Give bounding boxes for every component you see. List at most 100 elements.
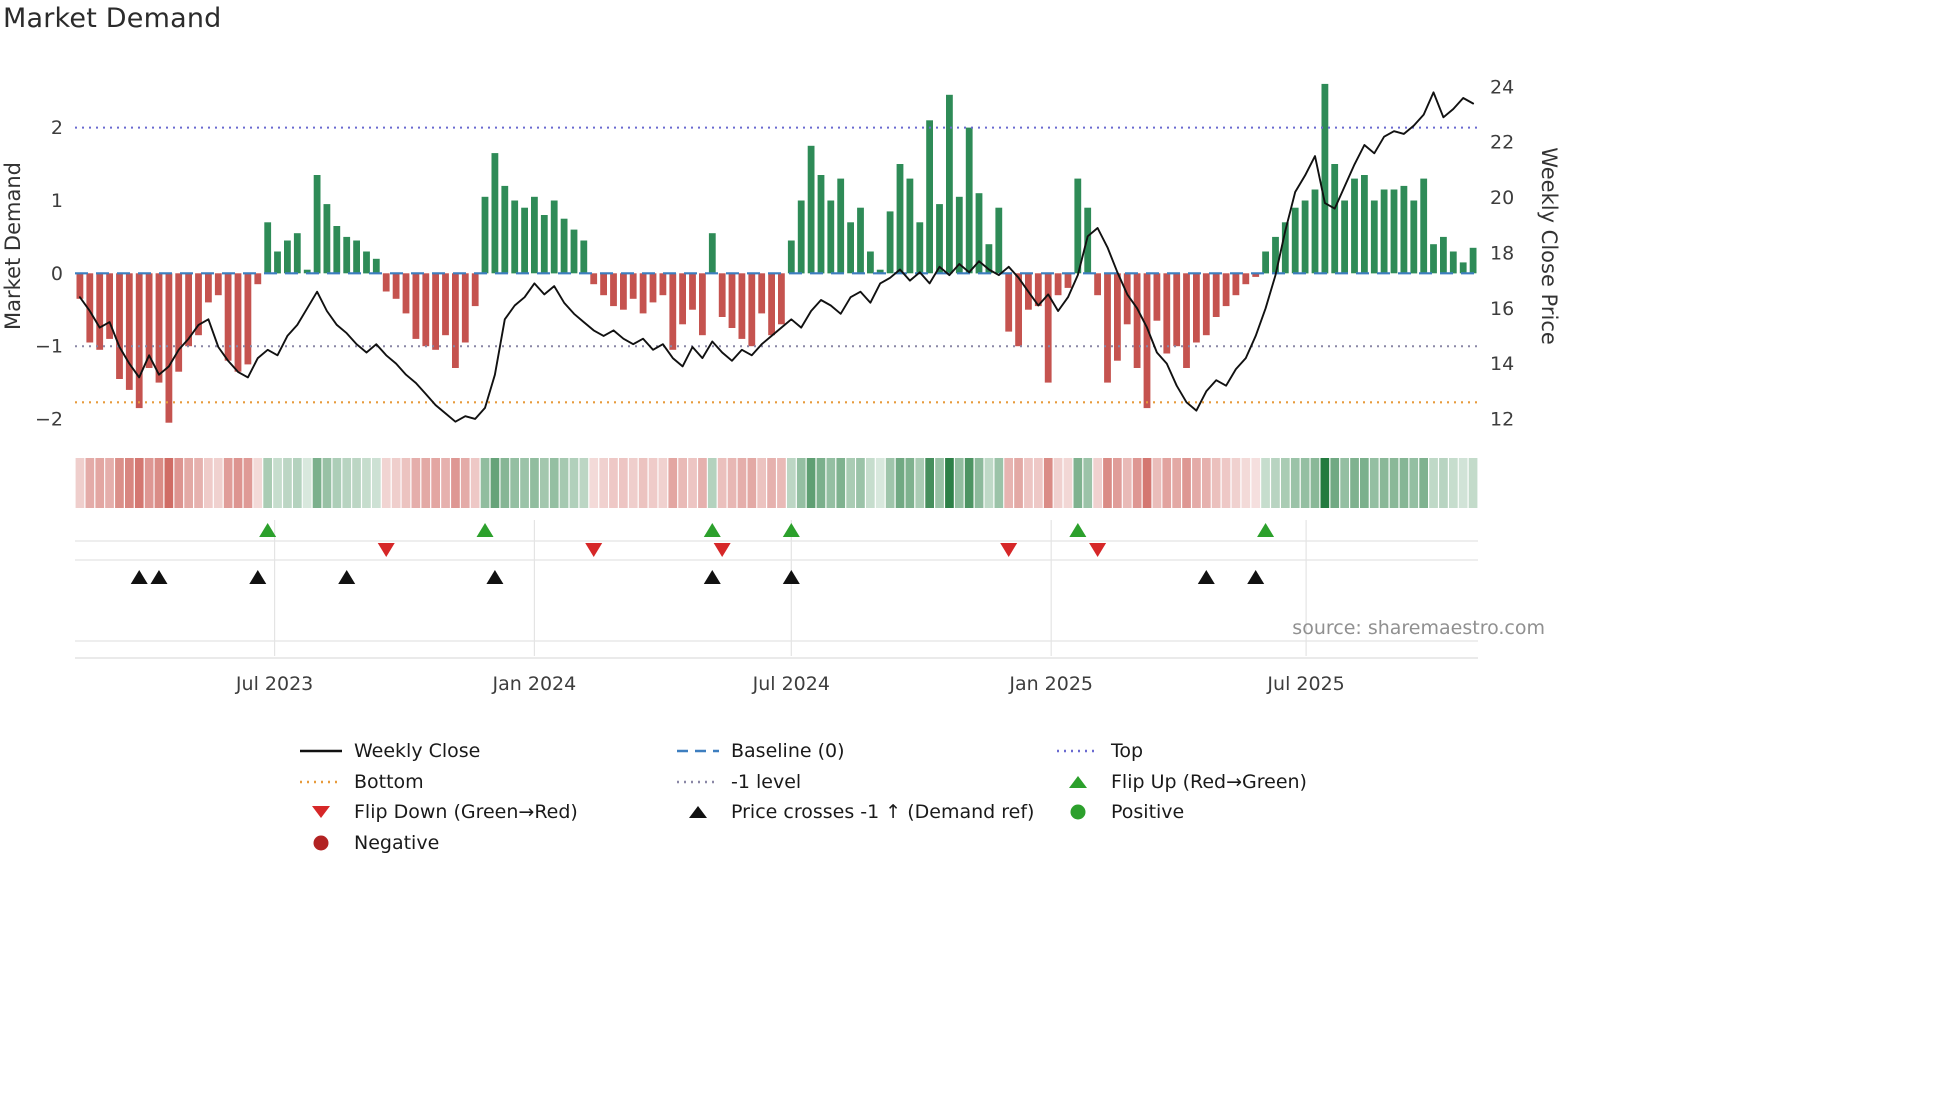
lower-panel-gridlines bbox=[75, 520, 1478, 659]
heatmap-cell bbox=[1320, 458, 1330, 508]
demand-bar bbox=[1410, 200, 1418, 274]
x-axis-tick: Jan 2024 bbox=[492, 673, 577, 695]
heatmap-cell bbox=[75, 458, 85, 508]
heatmap-cell bbox=[856, 458, 865, 508]
heatmap-cell bbox=[273, 458, 282, 508]
demand-bar bbox=[955, 196, 963, 274]
x-axis-tick: Jan 2025 bbox=[1008, 673, 1093, 695]
demand-bar bbox=[580, 240, 588, 274]
legend-column-3: Top Flip Up (Red→Green) Positive bbox=[1055, 736, 1307, 858]
heatmap-cell bbox=[1043, 458, 1053, 508]
demand-bar bbox=[778, 273, 785, 325]
left-axis-tick: 1 bbox=[51, 190, 63, 212]
demand-bar bbox=[382, 273, 390, 292]
legend-label: Baseline (0) bbox=[731, 740, 845, 763]
heatmap-cell bbox=[1340, 458, 1349, 508]
flip-down-marker-icon bbox=[713, 543, 731, 557]
heatmap-cell bbox=[945, 458, 954, 508]
heatmap-cell bbox=[342, 458, 352, 508]
legend-label: Negative bbox=[354, 831, 440, 854]
heatmap-cell bbox=[806, 458, 816, 508]
gray-dotted-line-icon bbox=[677, 780, 719, 784]
heatmap-cell bbox=[1350, 458, 1359, 508]
legend-item-positive: Positive bbox=[1055, 797, 1307, 828]
heatmap-cell bbox=[451, 458, 460, 508]
demand-bar bbox=[659, 273, 667, 296]
heatmap-cell bbox=[1014, 458, 1023, 508]
demand-bar bbox=[1054, 273, 1062, 296]
heatmap-cell bbox=[1142, 458, 1152, 508]
heatmap-cell bbox=[441, 458, 450, 508]
heatmap-cell bbox=[1241, 458, 1251, 508]
demand-bar bbox=[1351, 178, 1358, 274]
heatmap-cell bbox=[1172, 458, 1181, 508]
demand-bar bbox=[135, 273, 143, 409]
heatmap-cell bbox=[411, 458, 421, 508]
heatmap-cell bbox=[688, 458, 697, 508]
demand-bar bbox=[995, 207, 1003, 274]
orange-dotted-line-icon bbox=[300, 780, 342, 784]
heatmap-cell bbox=[1103, 458, 1112, 508]
demand-bar bbox=[1123, 273, 1131, 325]
heatmap-cell bbox=[233, 458, 243, 508]
demand-bar bbox=[758, 273, 766, 314]
heatmap-cell bbox=[638, 458, 648, 508]
demand-bar bbox=[303, 269, 311, 274]
demand-bar bbox=[946, 94, 953, 274]
demand-bar bbox=[195, 273, 202, 336]
demand-bar bbox=[639, 273, 647, 314]
heatmap-cell bbox=[213, 458, 223, 508]
event-markers bbox=[130, 523, 1275, 584]
heatmap-cell bbox=[1468, 458, 1478, 508]
heatmap-cell bbox=[757, 458, 766, 508]
demand-bar bbox=[728, 273, 736, 328]
demand-bar bbox=[1173, 273, 1181, 347]
heatmap-cell bbox=[332, 458, 342, 508]
demand-bar bbox=[145, 273, 153, 368]
heatmap-cell bbox=[134, 458, 144, 508]
demand-bar bbox=[975, 193, 983, 274]
demand-bar bbox=[402, 273, 410, 314]
demand-bar bbox=[718, 273, 726, 317]
right-axis-tick: 18 bbox=[1490, 242, 1514, 264]
heatmap-cell bbox=[510, 458, 519, 508]
heatmap-cell bbox=[1281, 458, 1290, 508]
heatmap-cell bbox=[1231, 458, 1241, 508]
x-axis-tick: Jul 2023 bbox=[235, 673, 313, 695]
demand-bar bbox=[1440, 236, 1447, 274]
heatmap-cell bbox=[1290, 458, 1300, 508]
purple-dotted-line-icon bbox=[1057, 749, 1099, 753]
red-triangle-down-icon bbox=[312, 806, 330, 819]
demand-bar bbox=[442, 273, 449, 336]
price-cross-marker-icon bbox=[703, 570, 721, 584]
heatmap-cell bbox=[1409, 458, 1419, 508]
heatmap-cell bbox=[1132, 458, 1142, 508]
heatmap-cell bbox=[1024, 458, 1033, 508]
demand-bar bbox=[491, 153, 499, 274]
heatmap-cell bbox=[184, 458, 193, 508]
demand-bar bbox=[1133, 273, 1141, 368]
heatmap-cell bbox=[974, 458, 984, 508]
demand-bar bbox=[333, 226, 341, 274]
heatmap-cell bbox=[1113, 458, 1122, 508]
heatmap-cell bbox=[1300, 458, 1310, 508]
heatmap-cell bbox=[530, 458, 539, 508]
demand-bar bbox=[471, 273, 479, 307]
legend-item-bottom: Bottom bbox=[298, 767, 675, 798]
demand-bar bbox=[1064, 273, 1072, 288]
black-triangle-up-icon bbox=[689, 806, 707, 819]
left-axis-label: Market Demand bbox=[1, 162, 25, 330]
flip-down-marker-icon bbox=[1000, 543, 1018, 557]
demand-bar bbox=[540, 215, 548, 274]
demand-bar bbox=[1084, 207, 1092, 274]
heatmap-cell bbox=[470, 458, 480, 508]
demand-bar bbox=[1202, 273, 1210, 336]
legend-label: Positive bbox=[1111, 801, 1185, 824]
heatmap-cell bbox=[1083, 458, 1093, 508]
demand-bar bbox=[531, 196, 538, 274]
heatmap-cell bbox=[460, 458, 470, 508]
demand-bar bbox=[1094, 273, 1101, 296]
left-axis-tick: −1 bbox=[35, 336, 63, 358]
demand-bar bbox=[1361, 175, 1368, 274]
demand-bar bbox=[1262, 251, 1269, 274]
